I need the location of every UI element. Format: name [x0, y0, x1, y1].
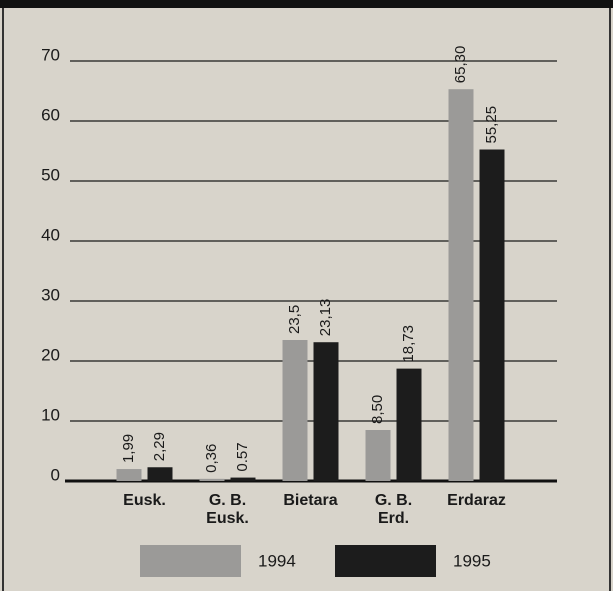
legend-swatch	[335, 545, 436, 577]
y-tick-label: 10	[41, 405, 60, 424]
value-label: 0,36	[203, 444, 220, 473]
legend-label: 1995	[453, 551, 491, 570]
bar	[479, 149, 505, 481]
value-label: 18,73	[400, 325, 417, 363]
x-tick-label: Eusk.	[123, 492, 166, 509]
value-label: 0.57	[234, 442, 251, 471]
bar	[448, 89, 474, 481]
bar	[147, 467, 173, 481]
value-label: 2,29	[151, 432, 168, 461]
y-tick-label: 20	[41, 345, 60, 364]
bar	[230, 477, 256, 481]
x-tick-label: G. B. Eusk.	[206, 492, 249, 527]
y-tick-label: 60	[41, 105, 60, 124]
bar	[282, 340, 308, 481]
x-tick-label: Bietara	[283, 492, 338, 509]
legend-swatch	[140, 545, 241, 577]
y-tick-label: 70	[41, 45, 60, 64]
top-band	[0, 0, 613, 8]
value-label: 8,50	[369, 395, 386, 424]
y-tick-label: 40	[41, 225, 60, 244]
legend-label: 1994	[258, 551, 296, 570]
value-label: 55,25	[483, 106, 500, 144]
value-label: 23,13	[317, 299, 334, 337]
bar	[396, 368, 422, 481]
bar	[365, 430, 391, 481]
bar	[313, 342, 339, 481]
value-label: 65,30	[452, 46, 469, 84]
y-tick-label: 0	[51, 465, 60, 484]
bar	[116, 469, 142, 481]
x-tick-label: G. B. Erd.	[374, 492, 413, 527]
x-tick-label: Erdaraz	[447, 492, 506, 509]
y-tick-label: 30	[41, 285, 60, 304]
bar	[199, 478, 225, 481]
y-tick-label: 50	[41, 165, 60, 184]
value-label: 1,99	[120, 434, 137, 463]
value-label: 23,5	[286, 305, 303, 334]
